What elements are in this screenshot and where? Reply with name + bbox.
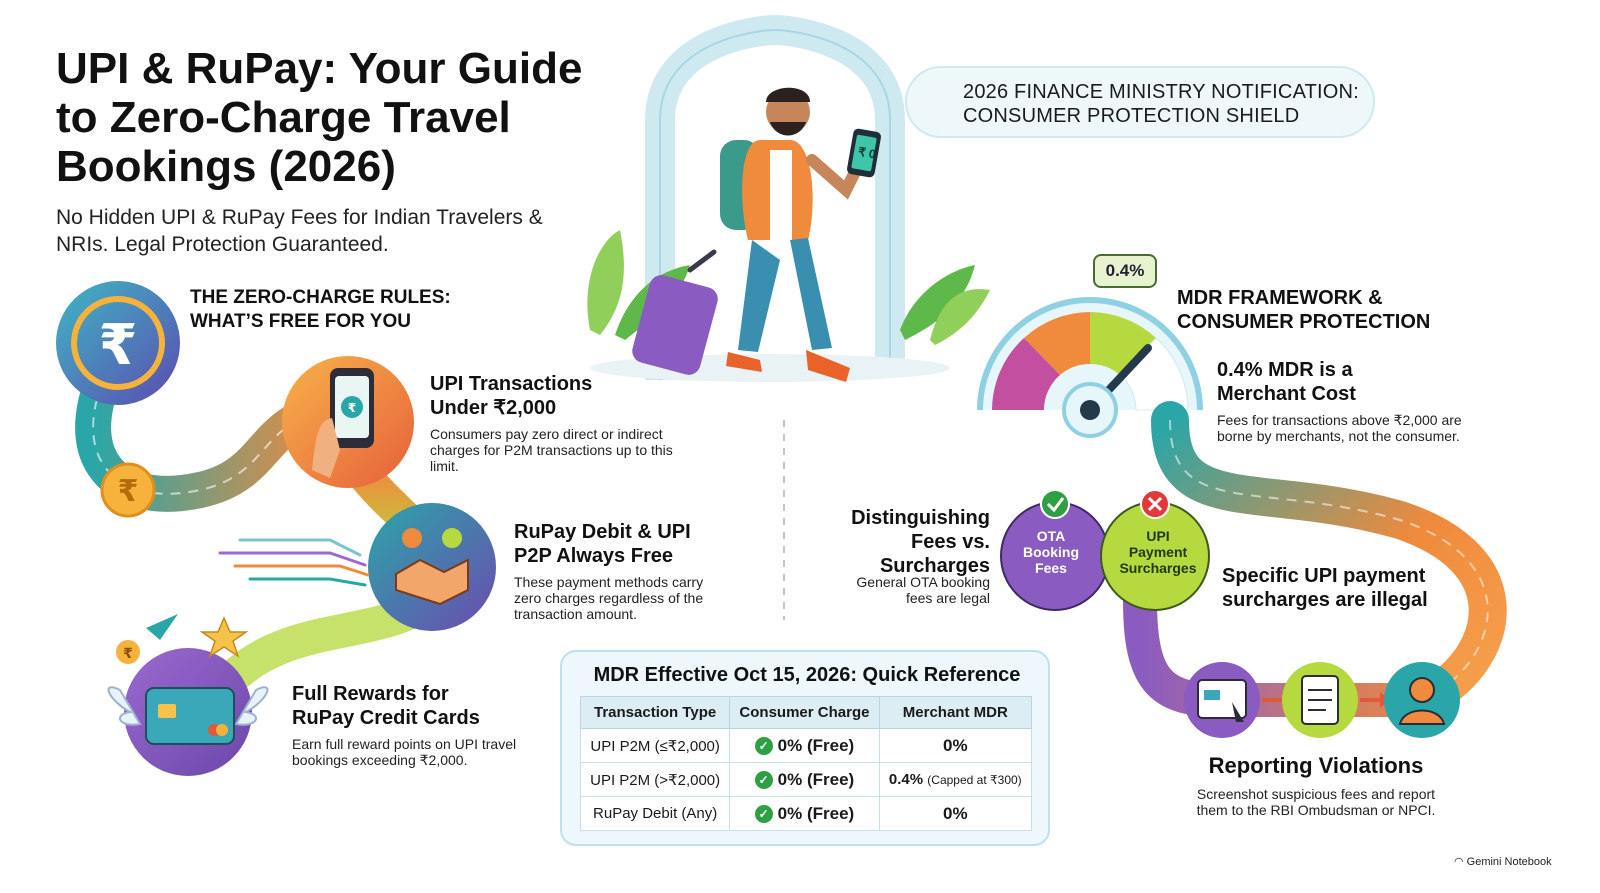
table-row: UPI P2M (>₹2,000) ✓ 0% (Free) 0.4% (Cappe…	[579, 762, 1033, 797]
venn-label-ota: OTA Booking Fees	[1023, 528, 1079, 576]
table-cell-mdr: 0.4% (Capped at ₹300)	[878, 762, 1033, 797]
mdr-sub-line1: 0.4% MDR is a	[1217, 359, 1353, 381]
rule-item-title: Full Rewards for RuPay Credit Cards	[292, 682, 542, 730]
table-cell-charge: ✓ 0% (Free)	[729, 796, 880, 831]
report-screen-icon	[1184, 662, 1260, 738]
fees-heading-line1: Distinguishing	[851, 507, 990, 529]
rule-item-body: These payment methods carry zero charges…	[514, 574, 704, 622]
charge-value: 0% (Free)	[777, 735, 855, 755]
suitcase-icon	[632, 275, 718, 375]
table-header-cell: Merchant MDR	[878, 696, 1033, 729]
venn-label-surcharge: UPI Payment Surcharges	[1119, 528, 1197, 576]
surcharge-illegal-note: Specific UPI payment surcharges are ille…	[1222, 564, 1452, 612]
brand-logo-icon: ◠	[1454, 856, 1467, 868]
svg-text:₹: ₹	[118, 474, 139, 509]
notice-line2: CONSUMER PROTECTION SHIELD	[963, 105, 1300, 127]
mdr-body: Fees for transactions above ₹2,000 are b…	[1217, 412, 1462, 444]
rules-heading: THE ZERO-CHARGE RULES: WHAT’S FREE FOR Y…	[190, 286, 451, 334]
table-cell-charge: ✓ 0% (Free)	[729, 728, 880, 763]
report-person-icon	[1384, 662, 1460, 738]
page-title: UPI & RuPay: Your Guide to Zero-Charge T…	[56, 44, 583, 191]
mdr-heading-line2: CONSUMER PROTECTION	[1177, 311, 1431, 333]
table-cell-mdr: 0%	[878, 728, 1033, 763]
rule-item-title-line2: P2P Always Free	[514, 545, 673, 567]
fees-body-line1: General OTA booking	[856, 574, 990, 590]
mdr-sub-line2: Merchant Cost	[1217, 383, 1356, 405]
rule-item-rupay-credit-rewards: Full Rewards for RuPay Credit Cards Earn…	[292, 682, 542, 768]
ministry-notice: 2026 FINANCE MINISTRY NOTIFICATION: CONS…	[905, 66, 1375, 138]
report-clipboard-icon	[1282, 662, 1358, 738]
rule-item-title-line1: UPI Transactions	[430, 373, 593, 395]
reporting-body-line1: Screenshot suspicious fees and report	[1196, 786, 1436, 802]
fees-heading-line3: Surcharges	[879, 555, 990, 577]
mdr-rate-bubble: 0.4%	[1093, 254, 1157, 288]
circuit-lines	[218, 538, 370, 587]
illegal-line2: surcharges are illegal	[1222, 589, 1428, 611]
mdr-heading: MDR FRAMEWORK & CONSUMER PROTECTION	[1177, 286, 1430, 334]
mdr-value: 0%	[943, 735, 968, 755]
legal-check-icon	[1040, 489, 1070, 519]
rules-heading-line1: THE ZERO-CHARGE RULES:	[190, 287, 451, 308]
check-icon: ✓	[754, 771, 773, 790]
right-path	[1151, 401, 1507, 709]
table-header-cell: Transaction Type	[579, 696, 731, 729]
table-cell-charge: ✓ 0% (Free)	[729, 762, 880, 797]
small-coin-icon	[100, 462, 156, 518]
rule-item-title-line1: RuPay Debit & UPI	[514, 521, 691, 543]
svg-text:₹: ₹	[348, 401, 356, 415]
rule-item-title-line2: RuPay Credit Cards	[292, 707, 480, 729]
charge-value: 0% (Free)	[777, 769, 855, 789]
reporting-body: Screenshot suspicious fees and report th…	[1160, 786, 1472, 818]
rules-heading-line2: WHAT’S FREE FOR YOU	[190, 311, 411, 332]
traveler-phone-text: ₹ 0	[856, 144, 877, 162]
table-cell-type: UPI P2M (≤₹2,000)	[579, 728, 731, 763]
fees-heading: Distinguishing Fees vs. Surcharges	[790, 506, 990, 578]
page-subtitle: No Hidden UPI & RuPay Fees for Indian Tr…	[56, 206, 543, 256]
rule-item-body: Consumers pay zero direct or indirect ch…	[430, 426, 673, 474]
rule-item-title-line2: Under ₹2,000	[430, 397, 557, 419]
rule-item-title-line1: Full Rewards for	[292, 683, 449, 705]
quick-reference-table: Transaction Type Consumer Charge Merchan…	[579, 696, 1033, 831]
quick-reference-card: MDR Effective Oct 15, 2026: Quick Refere…	[560, 650, 1050, 846]
table-title: MDR Effective Oct 15, 2026: Quick Refere…	[593, 664, 1021, 686]
brand-text: Gemini Notebook	[1466, 856, 1552, 868]
table-row: RuPay Debit (Any) ✓ 0% (Free) 0%	[579, 796, 1033, 831]
table-header-row: Transaction Type Consumer Charge Merchan…	[579, 696, 1033, 729]
table-cell-type: UPI P2M (>₹2,000)	[579, 762, 731, 797]
mdr-value: 0.4%	[888, 771, 924, 788]
rule-item-rupay-debit-p2p: RuPay Debit & UPI P2P Always Free These …	[514, 520, 734, 622]
mdr-gauge-icon	[977, 297, 1203, 438]
table-cell-type: RuPay Debit (Any)	[579, 796, 731, 831]
mdr-heading-line1: MDR FRAMEWORK &	[1177, 287, 1383, 309]
svg-text:₹: ₹	[99, 313, 138, 378]
svg-text:₹: ₹	[123, 646, 133, 662]
traveler-figure	[720, 87, 881, 382]
mdr-note: (Capped at ₹300)	[927, 773, 1022, 787]
illegal-line1: Specific UPI payment	[1222, 565, 1426, 587]
notice-line1: 2026 FINANCE MINISTRY NOTIFICATION:	[963, 81, 1359, 103]
mdr-value: 0%	[943, 803, 968, 823]
rule-item-upi-under-2000: UPI Transactions Under ₹2,000 Consumers …	[430, 372, 700, 474]
table-header-cell: Consumer Charge	[729, 696, 880, 729]
charge-value: 0% (Free)	[777, 803, 855, 823]
check-icon: ✓	[754, 805, 773, 824]
brand-watermark: ◠ Gemini Notebook	[1454, 855, 1552, 868]
mdr-subheading: 0.4% MDR is a Merchant Cost	[1217, 358, 1356, 406]
fees-body-line2: fees are legal	[905, 590, 990, 606]
check-icon: ✓	[754, 737, 773, 756]
fees-body: General OTA booking fees are legal	[800, 574, 990, 606]
table-row: UPI P2M (≤₹2,000) ✓ 0% (Free) 0%	[579, 728, 1033, 763]
fees-heading-line2: Fees vs.	[911, 531, 990, 553]
rule-item-title: UPI Transactions Under ₹2,000	[430, 372, 700, 420]
reporting-heading: Reporting Violations	[1208, 753, 1424, 778]
rule-item-title: RuPay Debit & UPI P2P Always Free	[514, 520, 734, 568]
rule-item-body: Earn full reward points on UPI travel bo…	[292, 736, 517, 768]
table-cell-mdr: 0%	[878, 796, 1033, 831]
reporting-body-line2: them to the RBI Ombudsman or NPCI.	[1196, 802, 1436, 818]
